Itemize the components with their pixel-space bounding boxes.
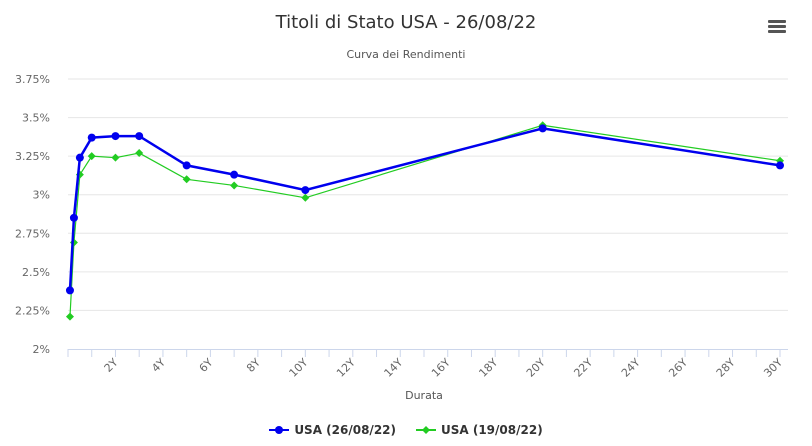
chart-subtitle: Curva dei Rendimenti bbox=[346, 48, 466, 61]
hamburger-menu-icon[interactable] bbox=[768, 20, 786, 35]
data-point bbox=[111, 132, 120, 141]
legend-item-series-2[interactable]: USA (19/08/22) bbox=[416, 423, 543, 437]
x-tick-label: 12Y bbox=[334, 356, 358, 380]
data-point bbox=[65, 312, 74, 321]
data-point bbox=[776, 161, 784, 170]
x-tick-label: 26Y bbox=[666, 356, 690, 380]
x-tick-label: 28Y bbox=[714, 356, 738, 380]
data-point bbox=[301, 193, 310, 202]
legend-diamond-marker-icon bbox=[416, 426, 436, 434]
y-tick-label: 3.75% bbox=[15, 73, 50, 86]
data-point bbox=[182, 161, 191, 170]
data-point bbox=[182, 175, 191, 184]
data-point bbox=[87, 152, 96, 161]
x-tick-label: 20Y bbox=[524, 356, 548, 380]
data-point bbox=[230, 181, 239, 190]
series-line-1 bbox=[68, 127, 781, 291]
y-tick-label: 3.5% bbox=[22, 112, 50, 125]
data-point bbox=[135, 149, 144, 158]
y-tick-label: 2.25% bbox=[15, 304, 50, 317]
y-tick-label: 3% bbox=[33, 189, 50, 202]
x-tick-label: 24Y bbox=[619, 356, 643, 380]
legend: USA (26/08/22) USA (19/08/22) bbox=[0, 423, 812, 437]
legend-circle-marker-icon bbox=[269, 426, 290, 434]
x-tick-label: 6Y bbox=[197, 356, 216, 375]
series-line-2 bbox=[69, 124, 781, 317]
x-tick-label: 14Y bbox=[382, 356, 406, 380]
x-tick-label: 2Y bbox=[102, 356, 121, 375]
legend-item-series-1[interactable]: USA (26/08/22) bbox=[269, 423, 396, 437]
data-point bbox=[301, 186, 310, 195]
y-tick-label: 3.25% bbox=[15, 150, 50, 163]
x-tick-label: 30Y bbox=[761, 356, 785, 380]
data-point bbox=[230, 170, 239, 179]
data-point bbox=[538, 124, 547, 133]
data-point bbox=[69, 213, 78, 222]
y-tick-label: 2.5% bbox=[22, 266, 50, 279]
data-point bbox=[65, 286, 74, 295]
x-tick-label: 8Y bbox=[244, 356, 263, 375]
legend-label: USA (26/08/22) bbox=[294, 423, 396, 437]
legend-label: USA (19/08/22) bbox=[441, 423, 543, 437]
y-tick-label: 2% bbox=[33, 343, 50, 356]
x-tick-label: 18Y bbox=[476, 356, 500, 380]
x-tick-label: 10Y bbox=[287, 356, 311, 380]
x-axis-title: Durata bbox=[405, 389, 443, 402]
chart-title: Titoli di Stato USA - 26/08/22 bbox=[275, 12, 537, 33]
x-tick-label: 22Y bbox=[571, 356, 595, 380]
x-tick-label: 4Y bbox=[149, 356, 168, 375]
y-tick-label: 2.75% bbox=[15, 227, 50, 240]
data-point bbox=[87, 133, 96, 142]
data-point bbox=[75, 153, 84, 162]
data-point bbox=[135, 132, 144, 141]
x-tick-label: 16Y bbox=[429, 356, 453, 380]
data-point bbox=[111, 153, 120, 162]
